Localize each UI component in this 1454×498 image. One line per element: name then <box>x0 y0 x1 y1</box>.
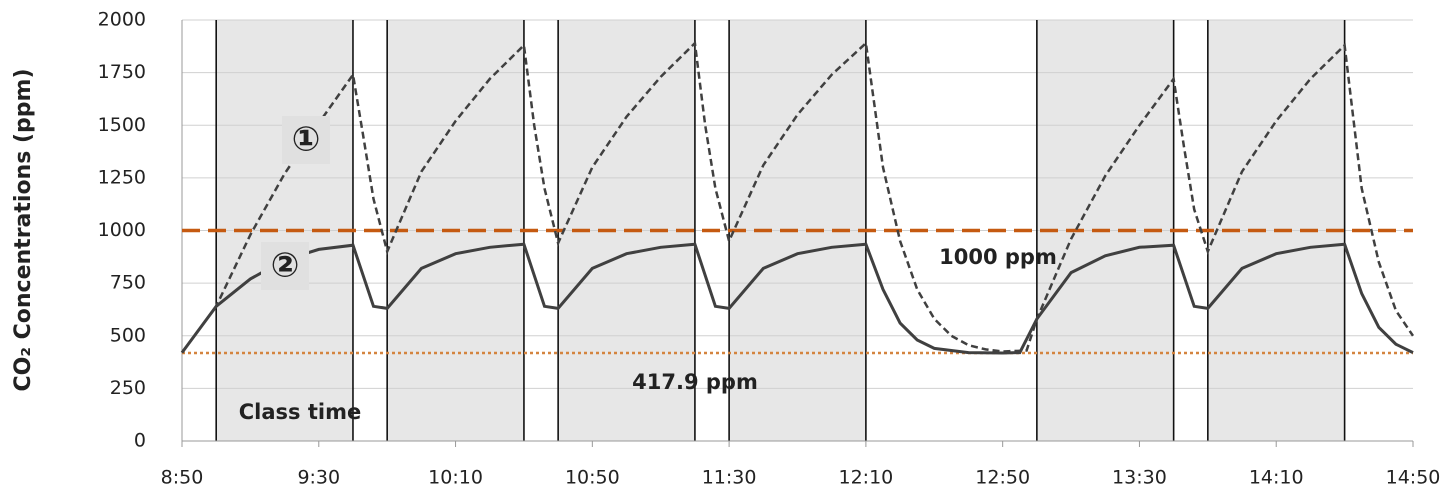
y-tick-label: 0 <box>134 430 146 452</box>
reference-label: 1000 ppm <box>939 245 1057 269</box>
x-tick-label: 10:50 <box>565 467 620 489</box>
y-tick-label: 1000 <box>98 219 146 241</box>
y-tick-label: 1500 <box>98 114 146 136</box>
y-tick-label: 500 <box>110 324 146 346</box>
y-tick-label: 1250 <box>98 166 146 188</box>
x-tick-label: 12:50 <box>975 467 1030 489</box>
y-tick-label: 750 <box>110 272 146 294</box>
reference-label: 417.9 ppm <box>632 370 758 394</box>
x-tick-label: 14:50 <box>1386 467 1441 489</box>
x-tick-label: 14:10 <box>1249 467 1304 489</box>
y-tick-label: 250 <box>110 377 146 399</box>
series-line <box>180 40 1415 354</box>
y-axis-title: CO₂ Concentrations (ppm) <box>11 68 36 391</box>
series-label-box <box>261 242 309 290</box>
y-tick-label: 1750 <box>98 61 146 83</box>
x-tick-label: 13:30 <box>1112 467 1167 489</box>
series-line <box>180 242 1414 355</box>
y-tick-label: 2000 <box>98 9 146 31</box>
x-tick-label: 10:10 <box>428 467 483 489</box>
series-label: ② <box>271 246 300 286</box>
x-tick-label: 12:10 <box>839 467 894 489</box>
series-label: ① <box>292 120 321 160</box>
x-tick-label: 11:30 <box>702 467 757 489</box>
x-tick-label: 8:50 <box>161 467 204 489</box>
series-label-box <box>282 116 330 164</box>
class-label: Class time <box>239 400 361 424</box>
x-tick-label: 9:30 <box>297 467 340 489</box>
